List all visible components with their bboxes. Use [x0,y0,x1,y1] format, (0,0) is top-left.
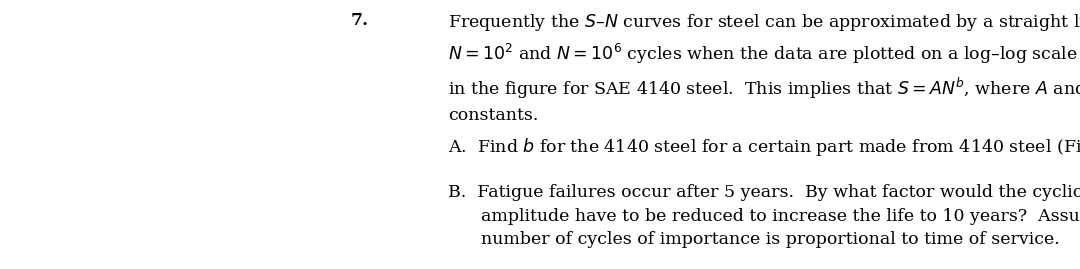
Text: A.  Find $b$ for the 4140 steel for a certain part made from 4140 steel (Figure : A. Find $b$ for the 4140 steel for a cer… [448,136,1080,158]
Text: Frequently the $S$–$N$ curves for steel can be approximated by a straight line b: Frequently the $S$–$N$ curves for steel … [448,12,1080,125]
Text: 7.: 7. [351,12,369,29]
Text: B.  Fatigue failures occur after 5 years.  By what factor would the cyclic stres: B. Fatigue failures occur after 5 years.… [448,184,1080,248]
